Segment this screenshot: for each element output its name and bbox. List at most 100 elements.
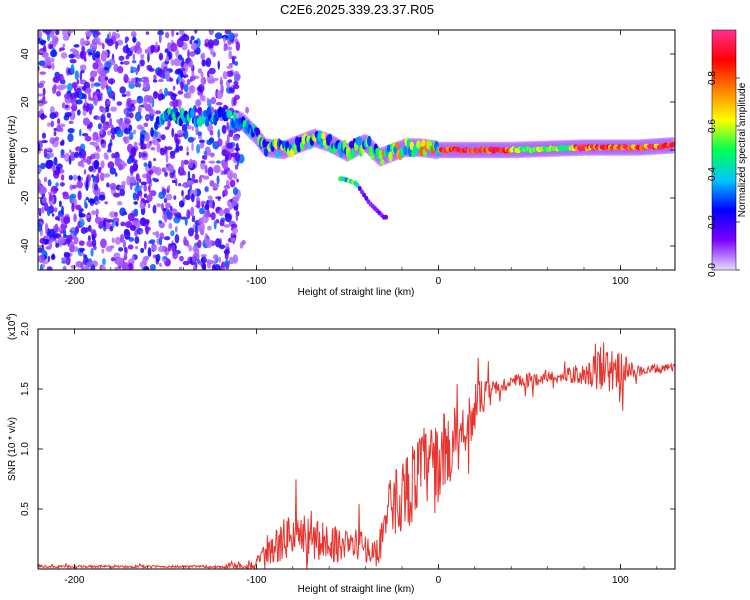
noise-speckle [168, 222, 173, 230]
noise-speckle [131, 254, 135, 265]
noise-speckle [97, 76, 102, 83]
noise-speckle [38, 184, 46, 195]
noise-speckle [217, 60, 221, 70]
noise-speckle [55, 182, 59, 187]
noise-speckle [105, 84, 109, 90]
noise-speckle [152, 204, 157, 214]
noise-speckle [186, 151, 189, 156]
noise-speckle [47, 191, 54, 196]
noise-speckle [107, 130, 112, 136]
noise-speckle [173, 58, 181, 67]
noise-speckle [216, 160, 221, 164]
noise-speckle [89, 70, 98, 78]
noise-speckle [38, 210, 42, 217]
noise-speckle [137, 77, 143, 82]
noise-speckle [149, 190, 157, 197]
noise-speckle [226, 70, 234, 77]
noise-speckle [198, 175, 202, 184]
noise-speckle [100, 265, 107, 270]
noise-speckle [71, 202, 75, 212]
noise-speckle [164, 145, 167, 154]
noise-speckle [207, 79, 214, 84]
noise-speckle [123, 211, 128, 216]
noise-speckle [147, 184, 151, 193]
noise-speckle [110, 133, 116, 140]
noise-speckle [85, 181, 89, 191]
noise-speckle [215, 101, 223, 106]
noise-speckle [245, 106, 249, 114]
noise-speckle [46, 33, 51, 42]
noise-speckle [77, 175, 81, 181]
noise-speckle [79, 64, 87, 71]
noise-speckle [114, 172, 118, 177]
noise-speckle [213, 220, 217, 230]
noise-speckle [143, 193, 148, 198]
noise-speckle [223, 36, 226, 44]
noise-speckle [78, 213, 86, 218]
noise-speckle [200, 253, 208, 258]
noise-speckle [44, 222, 49, 233]
noise-speckle [91, 174, 95, 178]
noise-speckle [241, 240, 246, 246]
noise-speckle [206, 70, 210, 78]
noise-speckle [233, 84, 240, 90]
noise-speckle [38, 30, 43, 39]
noise-speckle [129, 131, 134, 140]
noise-speckle [152, 139, 159, 146]
noise-speckle [62, 30, 69, 37]
noise-speckle [44, 30, 51, 35]
noise-speckle [213, 77, 219, 81]
noise-speckle [109, 182, 117, 191]
noise-speckle [70, 64, 75, 74]
noise-speckle [170, 42, 178, 52]
spectrogram-y-tick-label: -20 [20, 190, 31, 205]
noise-speckle [80, 261, 84, 270]
noise-speckle [124, 252, 127, 256]
noise-speckle [164, 60, 170, 65]
noise-speckle [207, 225, 212, 231]
noise-speckle [38, 207, 43, 212]
track-mark [421, 139, 426, 147]
noise-speckle [147, 95, 154, 104]
noise-speckle [52, 76, 60, 84]
noise-speckle [38, 254, 45, 264]
noise-speckle [132, 53, 136, 61]
noise-speckle [176, 78, 179, 85]
noise-speckle [229, 179, 236, 188]
noise-speckle [144, 132, 150, 142]
noise-speckle [178, 183, 182, 187]
noise-speckle [207, 123, 213, 132]
noise-speckle [54, 136, 60, 141]
noise-speckle [133, 44, 141, 52]
noise-speckle [191, 217, 196, 223]
noise-speckle [218, 244, 226, 250]
spectrogram-x-tick-label: -200 [64, 276, 84, 287]
noise-speckle [128, 236, 135, 242]
noise-speckle [86, 240, 94, 248]
noise-speckle [118, 184, 126, 191]
snr-y-tick-label: 1.5 [20, 382, 31, 396]
noise-speckle [229, 87, 235, 94]
noise-speckle [200, 200, 207, 205]
noise-speckle [175, 48, 179, 58]
noise-speckle [145, 116, 150, 120]
noise-speckle [134, 230, 138, 237]
noise-speckle [69, 184, 73, 191]
noise-speckle [159, 89, 163, 94]
noise-speckle [67, 133, 74, 143]
noise-speckle [153, 157, 157, 162]
noise-speckle [152, 90, 158, 100]
noise-speckle [152, 79, 158, 83]
noise-speckle [176, 37, 184, 48]
noise-speckle [144, 48, 148, 54]
noise-speckle [81, 163, 85, 168]
noise-speckle [145, 31, 150, 35]
noise-speckle [189, 50, 196, 57]
noise-speckle [193, 40, 199, 44]
track-mark [321, 132, 326, 140]
noise-speckle [88, 165, 94, 172]
noise-speckle [109, 225, 114, 232]
noise-speckle [185, 91, 192, 99]
noise-speckle [223, 249, 230, 255]
noise-speckle [38, 82, 44, 89]
